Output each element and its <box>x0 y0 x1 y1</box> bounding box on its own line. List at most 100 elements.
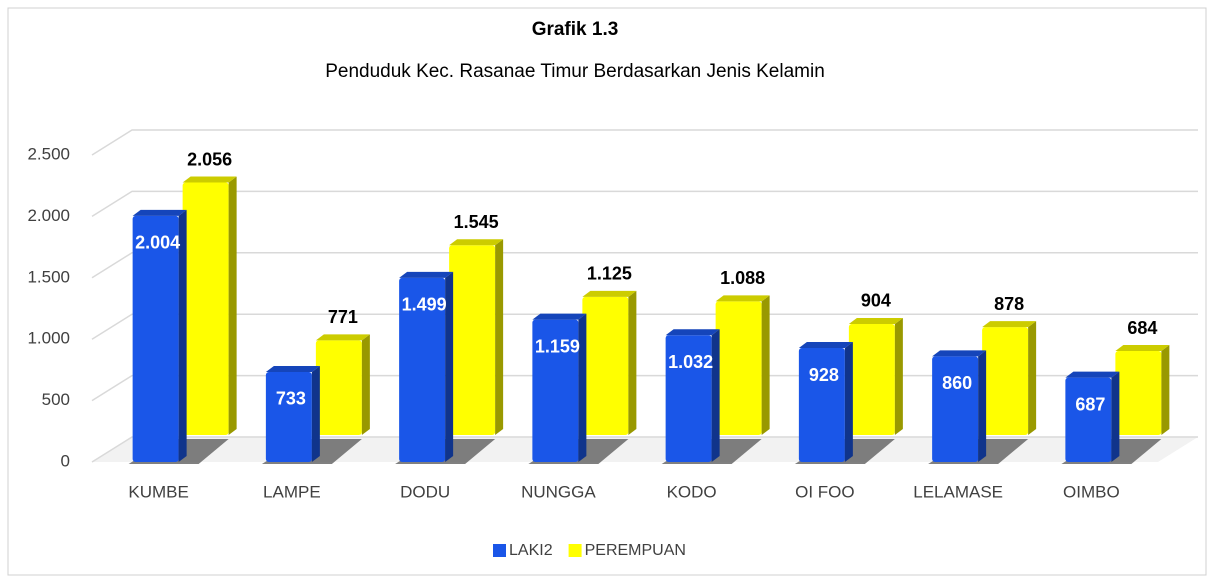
bar-top <box>848 317 903 324</box>
bar-top <box>932 350 987 357</box>
bar-top <box>715 295 770 302</box>
bar-front <box>715 301 762 435</box>
bar-side <box>1111 371 1120 462</box>
x-tick-label: DODU <box>400 482 450 501</box>
bar <box>665 329 720 462</box>
bar-front <box>449 245 496 435</box>
bar-top <box>449 239 504 246</box>
legend-swatch <box>568 544 582 557</box>
bar-top <box>582 290 637 297</box>
x-tick-label: NUNGGA <box>521 482 596 501</box>
bar <box>982 321 1037 435</box>
bar-side <box>578 313 587 462</box>
data-label: 1.499 <box>402 295 447 315</box>
data-label: 1.125 <box>587 264 632 284</box>
bar-top <box>315 334 370 341</box>
legend-swatch <box>493 544 506 557</box>
bar-front <box>932 356 979 462</box>
bar-side <box>311 365 320 462</box>
bar <box>182 176 237 435</box>
data-label: 771 <box>328 307 358 327</box>
x-tick-label: KODO <box>667 482 717 501</box>
bar <box>1065 371 1120 462</box>
x-tick-label: LAMPE <box>263 482 321 501</box>
bar-side <box>628 290 637 435</box>
bar-side <box>178 209 187 462</box>
bar-top <box>1065 371 1120 378</box>
bar-side <box>844 342 853 462</box>
bar-top <box>265 365 320 372</box>
bar <box>848 317 903 435</box>
bar-front <box>848 323 895 435</box>
bar-front <box>982 327 1029 435</box>
data-label: 1.032 <box>668 352 713 372</box>
grid-line <box>91 252 1198 279</box>
y-tick-label: 0 <box>61 451 70 470</box>
bar <box>932 350 987 462</box>
legend-label: LAKI2 <box>509 542 553 559</box>
bar-side <box>228 176 237 435</box>
data-label: 878 <box>994 294 1024 314</box>
bar <box>715 295 770 435</box>
bar <box>265 365 320 462</box>
bar-front <box>399 277 446 462</box>
data-label: 904 <box>861 291 891 311</box>
bar-side <box>361 334 370 435</box>
bar <box>132 209 187 462</box>
bar-top <box>132 209 187 216</box>
bar-side <box>761 295 770 435</box>
chart-title: Grafik 1.3 <box>532 19 619 40</box>
grid-line <box>91 190 1198 218</box>
floor <box>92 437 1198 462</box>
data-label: 860 <box>942 373 972 393</box>
y-tick-label: 1.500 <box>27 267 70 286</box>
legend-label: PEREMPUAN <box>585 542 686 559</box>
y-tick-label: 2.500 <box>27 144 70 163</box>
y-tick-label: 1.000 <box>27 329 70 348</box>
bar-front <box>798 348 845 462</box>
bar <box>1115 345 1170 435</box>
bar-front <box>182 182 229 435</box>
data-label: 1.545 <box>454 212 499 232</box>
bar-front <box>582 296 629 435</box>
grid-line <box>91 313 1198 340</box>
bar-side <box>978 350 987 462</box>
bar-top <box>182 176 237 183</box>
data-label: 1.088 <box>720 268 765 288</box>
bar-side <box>445 271 454 462</box>
bar-top <box>532 313 587 320</box>
bar-side <box>1028 321 1037 435</box>
data-label: 684 <box>1127 318 1157 338</box>
y-tick-label: 500 <box>42 390 70 409</box>
data-label: 1.159 <box>535 336 580 356</box>
x-tick-label: OI FOO <box>795 482 855 501</box>
data-label: 2.004 <box>135 233 180 253</box>
data-label: 928 <box>809 365 839 385</box>
y-tick-label: 2.000 <box>27 206 70 225</box>
bar-top <box>982 321 1037 328</box>
bar-top <box>665 329 720 336</box>
bar <box>315 334 370 435</box>
bar <box>532 313 587 462</box>
bar <box>449 239 504 435</box>
x-tick-label: OIMBO <box>1063 482 1120 501</box>
bar-side <box>894 317 903 435</box>
bar <box>582 290 637 435</box>
bar-side <box>1161 345 1170 435</box>
bar-front <box>1115 351 1162 435</box>
data-label: 687 <box>1075 394 1105 414</box>
x-tick-label: KUMBE <box>128 482 188 501</box>
bar-side <box>495 239 504 435</box>
bar-front <box>532 319 579 462</box>
bar-front <box>665 335 712 462</box>
bar-top <box>1115 345 1170 352</box>
bar <box>798 342 853 462</box>
x-tick-label: LELAMASE <box>913 482 1003 501</box>
chart-subtitle: Penduduk Kec. Rasanae Timur Berdasarkan … <box>325 61 825 82</box>
bar-top <box>798 342 853 349</box>
data-label: 2.056 <box>187 149 232 169</box>
data-label: 733 <box>276 389 306 409</box>
grid-line <box>91 129 1198 156</box>
bar <box>399 271 454 462</box>
